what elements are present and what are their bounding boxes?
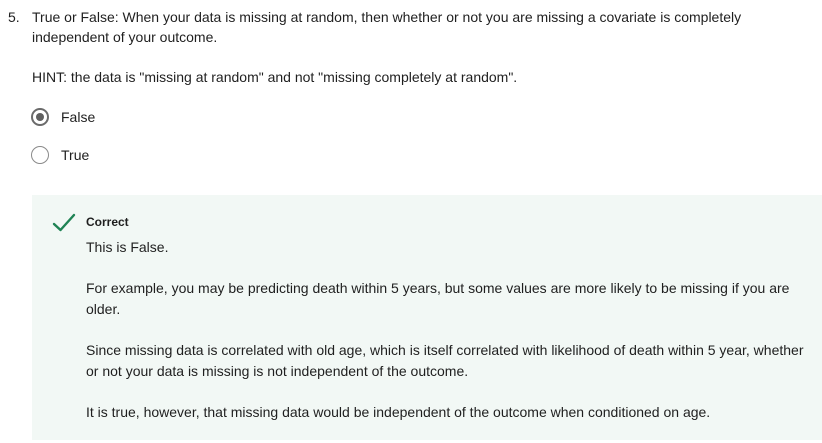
question-text: True or False: When your data is missing… [32,9,742,45]
feedback-paragraph: This is False. [86,239,169,255]
option-false[interactable]: False [31,106,95,128]
feedback-paragraph: It is true, however, that missing data w… [86,404,711,420]
option-label: True [61,147,90,163]
radio-selected-icon[interactable] [31,108,49,126]
question-number: 5. [8,9,20,25]
feedback-explanation: This is False. For example, you may be p… [86,237,806,443]
feedback-paragraph: For example, you may be predicting death… [86,280,790,317]
feedback-status: Correct [86,215,129,229]
option-true[interactable]: True [31,144,89,166]
checkmark-icon [52,213,76,232]
question-hint: HINT: the data is "missing at random" an… [32,69,518,85]
feedback-paragraph: Since missing data is correlated with ol… [86,342,804,379]
feedback-panel: Correct This is False. For example, you … [32,195,822,440]
option-label: False [61,109,96,125]
radio-unselected-icon[interactable] [31,146,49,164]
